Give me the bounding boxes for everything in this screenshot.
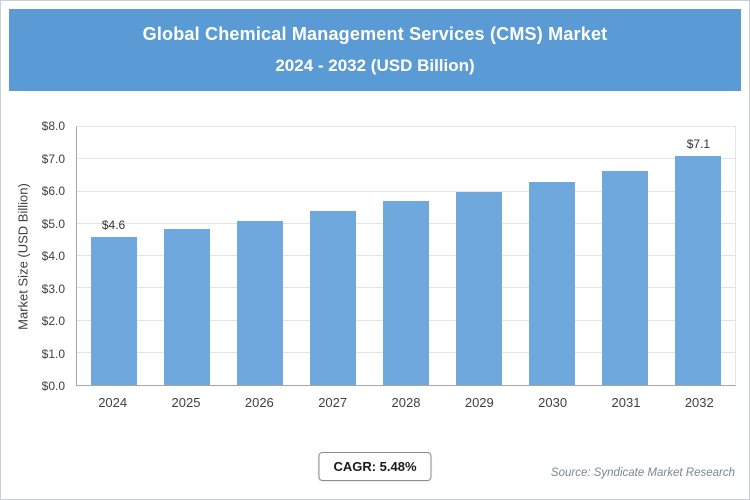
y-axis-labels: $0.0 $1.0 $2.0 $3.0 $4.0 $5.0 $6.0 $7.0 $8.0: [27, 119, 71, 393]
bar-2025: [163, 228, 210, 385]
bar-slot: [369, 127, 442, 385]
x-axis-labels: 2024 2025 2026 2027 2028 2029 2030 2031 2032: [76, 395, 736, 410]
plot-area: $4.6 $7.1: [76, 126, 736, 386]
bar-slot: [150, 127, 223, 385]
bar-2030: [529, 181, 576, 385]
bar-slot: [443, 127, 516, 385]
chart-subtitle: 2024 - 2032 (USD Billion): [275, 56, 475, 75]
bar-2028: [382, 201, 429, 385]
x-tick-label: 2025: [171, 395, 201, 410]
x-tick-label: 2028: [391, 395, 421, 410]
y-tick-label: $3.0: [41, 281, 65, 296]
chart-title: Global Chemical Management Services (CMS…: [142, 24, 608, 44]
bars-container: $4.6 $7.1: [77, 127, 735, 385]
bar-slot: [516, 127, 589, 385]
chart-header: Global Chemical Management Services (CMS…: [9, 9, 741, 91]
x-tick-label: 2029: [464, 395, 494, 410]
x-tick-label: 2032: [684, 395, 714, 410]
bar-2029: [456, 191, 503, 385]
source-text: Source: Syndicate Market Research: [550, 467, 735, 479]
bar-value-label: $4.6: [101, 217, 126, 232]
bar-2024: [90, 236, 137, 385]
gridline: [77, 190, 735, 192]
y-tick-label: $5.0: [41, 216, 65, 231]
y-tick-label: $7.0: [41, 151, 65, 166]
bar-2032: [675, 156, 722, 385]
x-tick-label: 2024: [98, 395, 128, 410]
y-tick-label: $8.0: [41, 119, 65, 133]
cagr-badge: CAGR: 5.48%: [318, 452, 432, 481]
x-tick-label: 2027: [318, 395, 348, 410]
y-tick-label: $6.0: [41, 184, 65, 198]
y-tick-label: $1.0: [41, 346, 65, 361]
gridline: [77, 158, 735, 160]
bar-2026: [236, 220, 283, 385]
y-tick-label: $2.0: [41, 314, 65, 328]
x-tick-label: 2031: [611, 395, 641, 410]
x-tick-label: 2030: [538, 395, 568, 410]
bar-value-label: $7.1: [686, 137, 711, 152]
bar-2027: [309, 210, 356, 385]
bar-slot: $4.6: [77, 127, 150, 385]
bar-slot: [223, 127, 296, 385]
y-tick-label: $4.0: [41, 249, 65, 263]
bar-slot: $7.1: [662, 127, 735, 385]
y-tick-label: $0.0: [41, 379, 65, 393]
bar-slot: [296, 127, 369, 385]
bar-2031: [602, 170, 649, 385]
bar-slot: [589, 127, 662, 385]
x-tick-label: 2026: [244, 395, 274, 410]
